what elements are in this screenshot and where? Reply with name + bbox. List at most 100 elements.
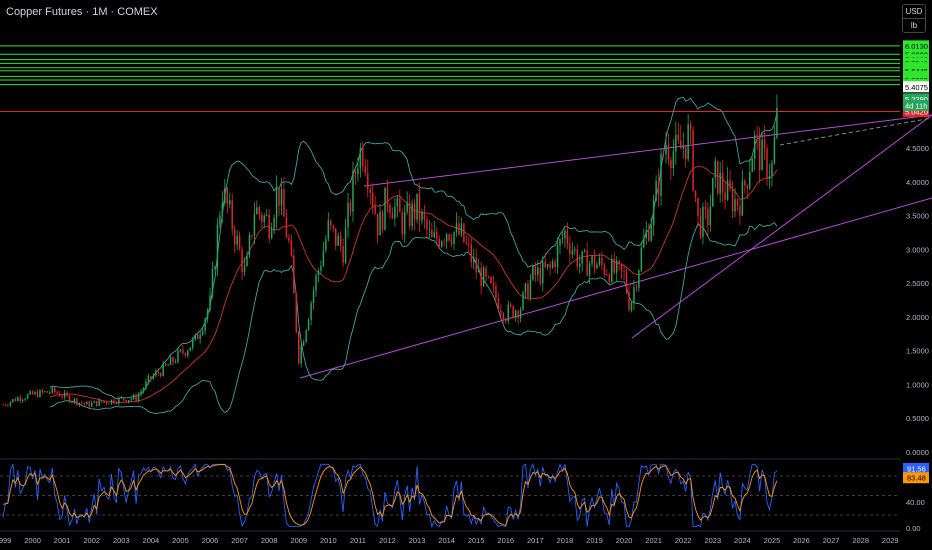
candle-body bbox=[776, 107, 778, 138]
candle-body bbox=[453, 232, 455, 244]
candle-body bbox=[192, 339, 194, 348]
candle-body bbox=[238, 235, 241, 250]
candle-body bbox=[293, 255, 295, 294]
candle-body bbox=[721, 172, 724, 193]
candle-body bbox=[86, 401, 88, 405]
candle-body bbox=[625, 271, 628, 293]
candle-body bbox=[497, 298, 500, 311]
candle-body bbox=[246, 255, 248, 267]
candle-body bbox=[517, 311, 519, 318]
candle-body bbox=[113, 399, 115, 404]
price-tick-label: 3.0000 bbox=[906, 245, 929, 254]
candle-body bbox=[233, 229, 236, 245]
candle-body bbox=[618, 260, 620, 264]
candle-body bbox=[492, 283, 495, 287]
candle-body bbox=[472, 257, 475, 263]
candle-body bbox=[532, 265, 534, 280]
level-tag bbox=[903, 40, 929, 52]
candle-body bbox=[416, 193, 418, 220]
candle-body bbox=[371, 192, 374, 206]
candle-body bbox=[477, 267, 480, 273]
price-tags: 6.01305.88905.80955.75405.69005.64455.56… bbox=[903, 40, 929, 117]
candle-body bbox=[561, 238, 564, 240]
candle-body bbox=[428, 229, 431, 231]
osc-tick-label: 40.00 bbox=[906, 498, 925, 507]
candle-body bbox=[495, 286, 497, 299]
candle-body bbox=[739, 205, 741, 216]
candle-body bbox=[298, 331, 300, 364]
marker-tag-label: 5.2290 bbox=[905, 95, 928, 104]
candle-body bbox=[707, 209, 709, 226]
candle-body bbox=[261, 214, 263, 222]
candle-body bbox=[640, 247, 643, 271]
candle-body bbox=[507, 304, 509, 321]
candle-body bbox=[231, 200, 233, 230]
candle-body bbox=[603, 265, 606, 275]
candle-body bbox=[51, 387, 54, 393]
candle-body bbox=[490, 276, 492, 284]
candle-body bbox=[68, 395, 71, 403]
time-tick-label: 2027 bbox=[823, 536, 840, 545]
candle-body bbox=[95, 401, 98, 406]
candle-body bbox=[167, 364, 169, 366]
candle-body bbox=[751, 158, 753, 173]
candle-body bbox=[657, 181, 660, 196]
candle-body bbox=[174, 362, 177, 363]
candle-body bbox=[633, 287, 635, 303]
candle-body bbox=[591, 256, 593, 264]
stoch-k-tag bbox=[903, 462, 929, 474]
time-tick-label: 2011 bbox=[350, 536, 366, 545]
candle-body bbox=[258, 207, 261, 215]
candle-body bbox=[559, 239, 561, 246]
candle-body bbox=[248, 235, 251, 256]
price-tick-label: 2.5000 bbox=[906, 279, 929, 288]
candle-body bbox=[431, 229, 433, 238]
marker-tag bbox=[903, 81, 929, 93]
stoch-k-value: 91.56 bbox=[907, 464, 926, 473]
candle-body bbox=[7, 405, 9, 407]
candle-body bbox=[606, 274, 608, 276]
candle-body bbox=[773, 137, 776, 164]
candle-body bbox=[98, 400, 100, 406]
currency-unit-selector[interactable]: USD lb bbox=[902, 4, 926, 33]
candle-body bbox=[58, 393, 61, 397]
candle-body bbox=[763, 139, 766, 149]
candle-body bbox=[132, 395, 135, 399]
candle-body bbox=[660, 153, 662, 196]
candle-body bbox=[421, 211, 423, 221]
candle-body bbox=[206, 309, 209, 319]
level-tag-label: 5.0420 bbox=[905, 107, 928, 116]
candle-body bbox=[147, 376, 150, 382]
time-tick-label: 2016 bbox=[497, 536, 514, 545]
candle-body bbox=[73, 398, 76, 402]
candle-body bbox=[100, 400, 103, 403]
candle-body bbox=[374, 205, 376, 214]
currency-label: USD bbox=[905, 7, 923, 16]
candle-body bbox=[670, 160, 672, 169]
candle-body bbox=[574, 249, 576, 251]
candle-body bbox=[162, 363, 164, 377]
stoch-d-line bbox=[2, 463, 778, 526]
candle-body bbox=[546, 264, 549, 268]
candle-body bbox=[468, 243, 470, 245]
time-tick-label: 2005 bbox=[172, 536, 189, 545]
candle-body bbox=[458, 223, 460, 235]
candle-body bbox=[31, 391, 34, 395]
candle-body bbox=[224, 188, 226, 203]
candle-body bbox=[288, 237, 290, 241]
candle-body bbox=[177, 350, 179, 363]
candle-body bbox=[367, 173, 369, 190]
candle-body bbox=[542, 261, 544, 284]
candle-body bbox=[369, 189, 371, 193]
candles bbox=[2, 94, 778, 409]
candle-body bbox=[689, 124, 692, 130]
candle-body bbox=[406, 202, 408, 212]
candle-body bbox=[123, 397, 125, 401]
candle-body bbox=[344, 227, 347, 264]
candle-body bbox=[734, 199, 736, 212]
time-tick-label: 2002 bbox=[83, 536, 100, 545]
candle-body bbox=[169, 357, 172, 365]
candle-body bbox=[354, 171, 357, 174]
candle-body bbox=[556, 245, 559, 268]
